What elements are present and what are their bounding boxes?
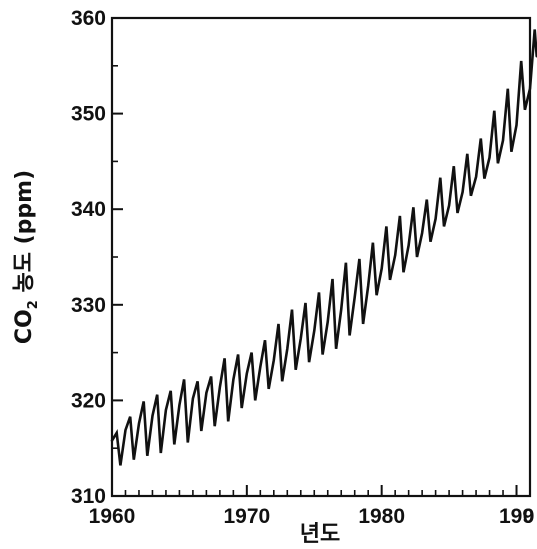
x-tick-label: 1960 <box>89 505 136 528</box>
x-tick-label: 1980 <box>358 505 405 528</box>
y-axis-title-main: CO <box>12 309 37 344</box>
plot-frame <box>110 16 532 498</box>
y-tick-label: 320 <box>71 389 106 412</box>
y-axis-title-subscript: 2 <box>26 300 41 309</box>
y-tick-label: 330 <box>71 294 106 317</box>
y-axis-ticks: 310 320 330 340 350 360 <box>71 7 123 508</box>
y-axis-title-rest: 농도 (ppm) <box>12 170 37 300</box>
y-tick-label: 310 <box>71 485 106 508</box>
x-tick-label: 1970 <box>223 505 270 528</box>
x-axis-title: 년도 <box>300 522 340 547</box>
x-tick-label: 0 <box>523 505 535 528</box>
x-tick-label: 199 <box>499 505 534 528</box>
y-tick-label: 350 <box>71 103 106 126</box>
series-layer <box>110 29 537 466</box>
y-axis-title: CO2 농도 (ppm) <box>12 170 41 344</box>
co2-series-line <box>110 29 537 466</box>
y-tick-label: 360 <box>71 7 106 30</box>
y-tick-label: 340 <box>71 198 106 221</box>
